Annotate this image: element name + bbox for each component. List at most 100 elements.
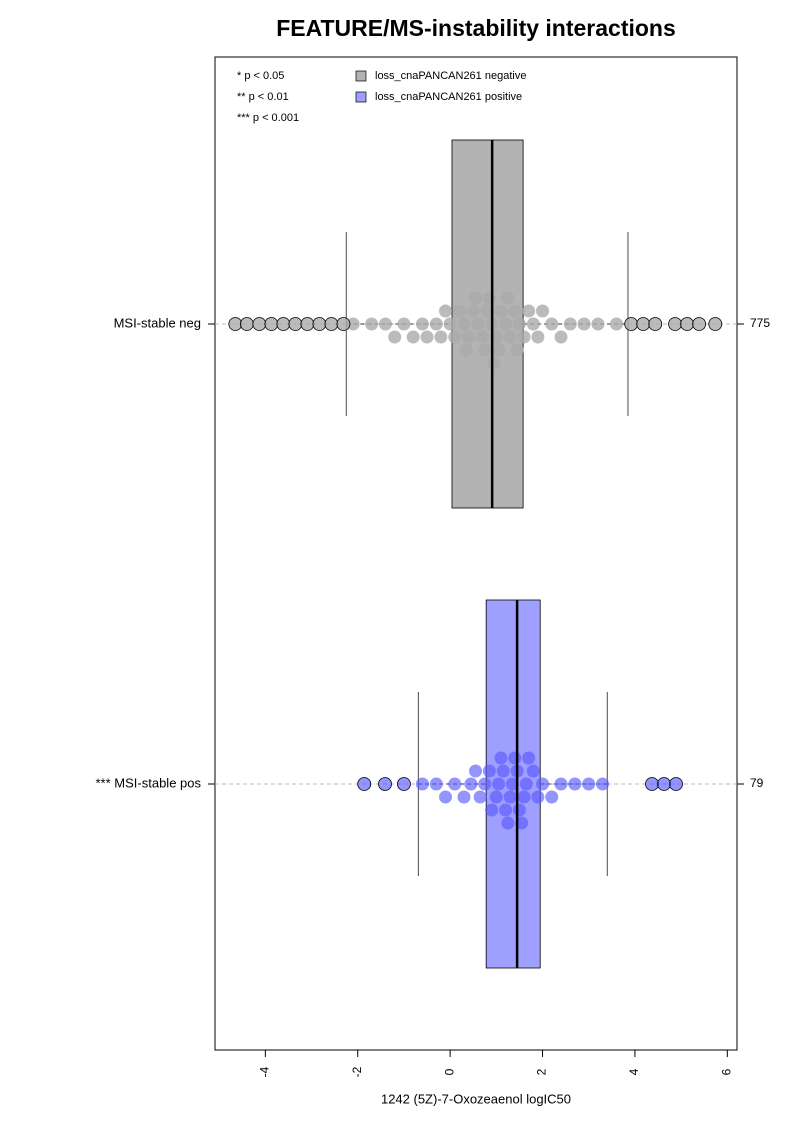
count-label: 79 <box>750 776 764 790</box>
point <box>501 291 515 305</box>
outlier <box>669 777 683 791</box>
chart-title: FEATURE/MS-instability interactions <box>276 15 676 41</box>
outlier <box>312 317 327 331</box>
point <box>508 304 522 318</box>
point <box>526 317 540 331</box>
point <box>503 790 517 804</box>
outlier <box>692 317 707 331</box>
point <box>494 751 508 765</box>
point <box>397 317 411 331</box>
outlier <box>252 317 267 331</box>
point <box>457 790 471 804</box>
point <box>545 317 559 331</box>
point <box>429 777 443 791</box>
point <box>526 764 540 778</box>
y-tick-label: *** MSI-stable pos <box>96 775 202 790</box>
outlier <box>397 777 411 791</box>
point <box>439 790 453 804</box>
point <box>473 790 487 804</box>
y-tick-label: MSI-stable neg <box>114 315 201 330</box>
point <box>459 343 473 357</box>
point <box>469 764 483 778</box>
point <box>512 803 526 817</box>
outlier <box>708 317 723 331</box>
point <box>494 304 508 318</box>
point <box>466 304 480 318</box>
outlier <box>357 777 372 791</box>
point <box>508 751 522 765</box>
outlier <box>300 317 315 331</box>
point <box>499 317 513 331</box>
point <box>517 790 531 804</box>
point <box>563 317 577 331</box>
point <box>536 777 550 791</box>
point <box>522 304 536 318</box>
x-tick-label: -4 <box>258 1066 272 1077</box>
point <box>522 751 536 765</box>
point <box>545 790 559 804</box>
point <box>596 777 610 791</box>
point <box>480 304 494 318</box>
point <box>482 291 496 305</box>
outlier <box>288 317 303 331</box>
point <box>443 317 457 331</box>
point <box>510 343 524 357</box>
point <box>554 330 568 344</box>
outlier <box>645 777 659 791</box>
point <box>492 777 506 791</box>
point <box>582 777 596 791</box>
point <box>406 330 420 344</box>
point <box>531 790 545 804</box>
outlier <box>648 317 663 331</box>
point <box>515 816 529 830</box>
outlier <box>668 317 682 331</box>
x-tick-label: 4 <box>627 1068 641 1075</box>
x-tick-label: 6 <box>719 1068 733 1075</box>
legend-note: ** p < 0.01 <box>237 91 289 103</box>
x-tick-label: 2 <box>535 1068 549 1075</box>
point <box>517 330 531 344</box>
point <box>492 343 506 357</box>
point <box>489 790 503 804</box>
point <box>505 777 519 791</box>
outlier <box>264 317 279 331</box>
point <box>568 777 582 791</box>
point <box>452 304 466 318</box>
point <box>501 816 515 830</box>
point <box>482 764 496 778</box>
legend-note: * p < 0.05 <box>237 70 284 82</box>
point <box>577 317 591 331</box>
point <box>478 777 492 791</box>
x-axis-label: 1242 (5Z)-7-Oxozeaenol logIC50 <box>381 1091 571 1106</box>
point <box>448 330 462 344</box>
point <box>420 330 434 344</box>
point <box>503 330 517 344</box>
outlier <box>636 317 651 331</box>
legend-note: *** p < 0.001 <box>237 112 299 124</box>
x-tick-label: -2 <box>350 1066 364 1077</box>
point <box>591 317 605 331</box>
outlier <box>239 317 254 331</box>
legend-swatch <box>355 91 367 103</box>
outlier <box>228 317 243 331</box>
point <box>462 330 476 344</box>
point <box>475 330 489 344</box>
point <box>439 304 453 318</box>
outlier <box>378 777 392 791</box>
point <box>346 317 360 331</box>
legend-label: loss_cnaPANCAN261 positive <box>375 91 522 103</box>
point <box>536 304 550 318</box>
x-tick-label: 0 <box>442 1068 456 1075</box>
point <box>499 803 513 817</box>
point <box>512 317 526 331</box>
legend-label: loss_cnaPANCAN261 negative <box>375 70 526 82</box>
point <box>471 317 485 331</box>
point <box>519 777 533 791</box>
outlier <box>657 777 671 791</box>
point <box>388 330 402 344</box>
point <box>469 291 483 305</box>
point <box>429 317 443 331</box>
point <box>496 764 510 778</box>
point <box>378 317 392 331</box>
